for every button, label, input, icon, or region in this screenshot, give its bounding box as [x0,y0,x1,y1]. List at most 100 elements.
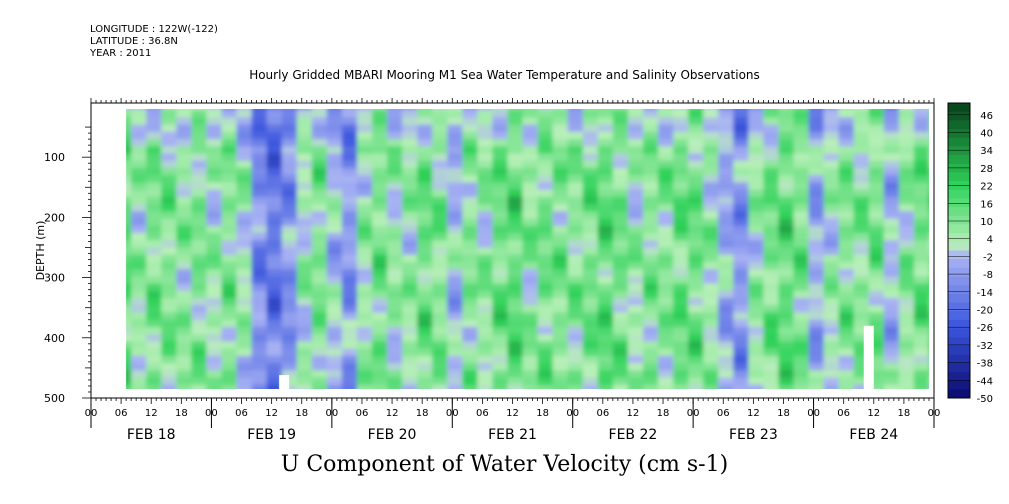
heatmap-cell [176,276,192,285]
heatmap-cell [552,348,569,357]
heatmap-cell [673,211,689,220]
heatmap-cell [748,269,764,277]
heatmap-cell [281,139,298,147]
heatmap-cell [296,240,313,249]
heatmap-cell [356,377,373,386]
heatmap-cell [221,305,238,314]
heatmap-cell [567,189,584,198]
heatmap-cell [251,341,268,350]
heatmap-cell [417,348,433,357]
heatmap-cell [883,175,900,183]
heatmap-cell [296,175,313,183]
heatmap-cell [236,269,253,277]
heatmap-cell [627,225,644,234]
heatmap-cell [627,298,644,306]
heatmap-cell [748,109,764,111]
heatmap-cell [417,175,433,183]
heatmap-cell [913,348,929,357]
heatmap-cell [913,341,929,350]
heatmap-cell [883,131,900,140]
heatmap-cell [492,384,509,389]
heatmap-cell [778,240,795,249]
heatmap-cell [778,168,795,176]
heatmap-cell [627,146,644,155]
heatmap-cell [126,240,132,249]
heatmap-cell [522,363,539,371]
heatmap-cell [477,182,494,191]
heatmap-cell [627,348,644,357]
heatmap-cell [206,377,223,386]
heatmap-cell [537,182,554,191]
heatmap-cell [808,355,825,364]
heatmap-cell [793,334,810,342]
heatmap-cell [477,355,494,364]
heatmap-cell [191,348,208,357]
heatmap-cell [221,319,238,328]
heatmap-cell [537,269,554,277]
heatmap-cell [748,298,764,306]
heatmap-cell [251,298,268,306]
colorbar-swatch [948,345,970,356]
heatmap-cell [372,117,388,126]
heatmap-cell [763,131,780,140]
heatmap-cell [311,276,328,285]
heatmap-cell [161,131,177,140]
heatmap-cell [703,146,719,155]
heatmap-cell [126,175,132,183]
heatmap-cell [266,276,283,285]
heatmap-cell [883,196,900,205]
heatmap-field [126,109,929,389]
heatmap-cell [838,298,855,306]
heatmap-cell [763,319,780,328]
heatmap-cell [507,117,524,126]
heatmap-cell [537,334,554,342]
heatmap-cell [898,261,915,270]
heatmap-cell [838,334,855,342]
year-label: YEAR : 2011 [90,48,152,59]
heatmap-cell [251,153,268,162]
heatmap-cell [627,269,644,277]
heatmap-cell [356,110,373,118]
heatmap-cell [898,305,915,314]
heatmap-cell [627,261,644,270]
heatmap-cell [206,312,223,321]
heatmap-cell [718,319,734,328]
heatmap-cell [251,175,268,183]
heatmap-cell [356,319,373,328]
heatmap-cell [898,233,915,241]
heatmap-cell [868,363,885,371]
heatmap-cell [372,131,388,140]
heatmap-cell [718,139,734,147]
heatmap-cell [311,175,328,183]
heatmap-cell [341,247,358,256]
heatmap-cell [868,189,885,198]
heatmap-cell [688,189,704,198]
heatmap-cell [462,225,478,234]
heatmap-cell [477,240,494,249]
heatmap-cell [372,160,388,169]
heatmap-cell [206,327,223,335]
heatmap-cell [221,211,238,220]
heatmap-cell [838,377,855,386]
heatmap-cell [402,240,418,249]
heatmap-cell [522,269,539,277]
heatmap-cell [778,189,795,198]
heatmap-cell [477,247,494,256]
heatmap-cell [612,312,629,321]
heatmap-cell [612,211,629,220]
heatmap-cell [417,189,433,198]
heatmap-cell [326,247,343,256]
heatmap-cell [612,225,629,234]
heatmap-cell [387,327,403,335]
heatmap-cell [492,247,509,256]
heatmap-cell [417,168,433,176]
heatmap-cell [326,109,343,111]
colorbar-swatch [948,371,970,382]
heatmap-cell [763,276,780,285]
heatmap-cell [417,341,433,350]
heatmap-cell [372,211,388,220]
heatmap-cell [281,175,298,183]
heatmap-cell [281,312,298,321]
heatmap-cell [612,124,629,133]
heatmap-cell [206,298,223,306]
